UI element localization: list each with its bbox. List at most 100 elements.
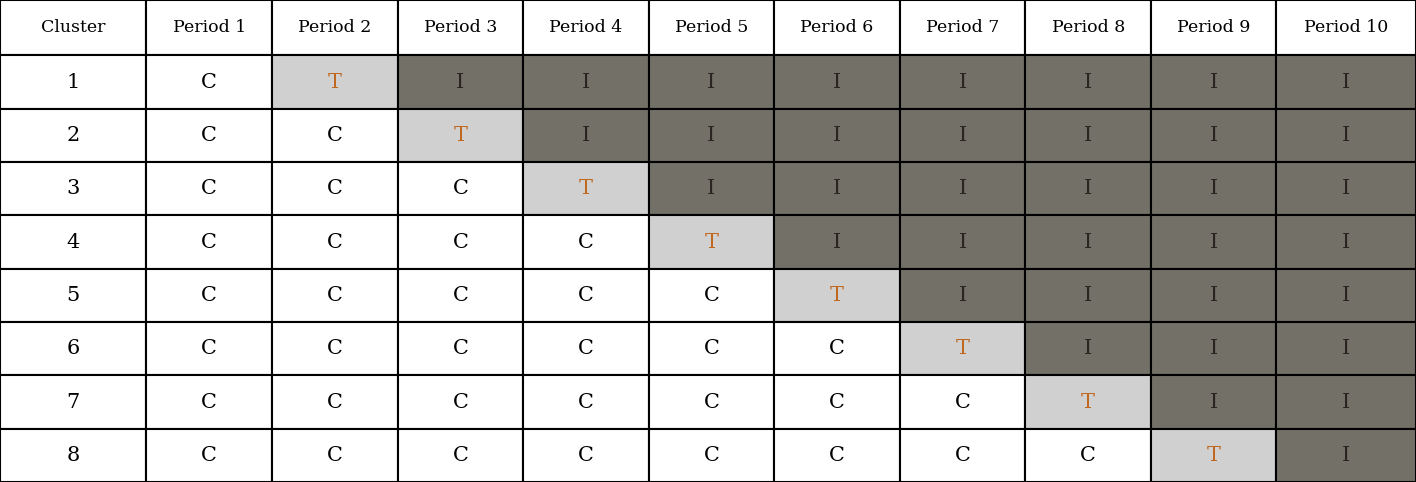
Text: I: I — [708, 73, 715, 92]
Bar — [1151, 109, 1276, 162]
Bar — [1276, 55, 1416, 109]
Bar — [272, 215, 398, 269]
Bar — [0, 0, 146, 55]
Text: Period 4: Period 4 — [549, 19, 623, 36]
Text: T: T — [579, 179, 593, 198]
Text: C: C — [201, 286, 217, 305]
Text: I: I — [582, 126, 590, 145]
Bar — [0, 109, 146, 162]
Bar — [523, 375, 649, 428]
Bar — [1025, 322, 1151, 375]
Bar — [0, 428, 146, 482]
Bar — [1151, 322, 1276, 375]
Bar — [272, 109, 398, 162]
Text: I: I — [1209, 339, 1218, 358]
Bar — [1025, 109, 1151, 162]
Text: I: I — [833, 179, 841, 198]
Bar — [0, 55, 146, 109]
Text: I: I — [708, 179, 715, 198]
Text: T: T — [329, 73, 341, 92]
Bar — [146, 0, 272, 55]
Text: I: I — [959, 179, 967, 198]
Bar — [523, 0, 649, 55]
Bar — [1276, 322, 1416, 375]
Bar — [649, 375, 775, 428]
Text: Period 3: Period 3 — [423, 19, 497, 36]
Text: C: C — [578, 339, 593, 358]
Text: C: C — [327, 339, 343, 358]
Text: C: C — [201, 126, 217, 145]
Bar — [1025, 269, 1151, 322]
Text: T: T — [1206, 446, 1221, 465]
Text: C: C — [954, 446, 970, 465]
Text: 1: 1 — [67, 73, 79, 92]
Text: Period 6: Period 6 — [800, 19, 874, 36]
Text: Period 1: Period 1 — [173, 19, 246, 36]
Bar — [523, 428, 649, 482]
Bar — [775, 375, 899, 428]
Bar — [398, 269, 523, 322]
Bar — [649, 0, 775, 55]
Text: C: C — [453, 446, 469, 465]
Bar — [0, 375, 146, 428]
Text: Period 2: Period 2 — [299, 19, 371, 36]
Text: I: I — [833, 126, 841, 145]
Bar — [0, 269, 146, 322]
Text: 5: 5 — [67, 286, 79, 305]
Bar — [146, 322, 272, 375]
Bar — [649, 109, 775, 162]
Bar — [272, 375, 398, 428]
Text: C: C — [578, 286, 593, 305]
Text: C: C — [578, 232, 593, 252]
Text: I: I — [1209, 73, 1218, 92]
Bar — [1025, 162, 1151, 215]
Bar — [899, 162, 1025, 215]
Text: C: C — [830, 392, 845, 412]
Bar — [1025, 215, 1151, 269]
Text: I: I — [456, 73, 464, 92]
Bar — [398, 375, 523, 428]
Text: I: I — [1085, 73, 1092, 92]
Text: I: I — [959, 232, 967, 252]
Bar — [649, 55, 775, 109]
Text: 2: 2 — [67, 126, 79, 145]
Bar — [398, 55, 523, 109]
Bar — [775, 109, 899, 162]
Text: C: C — [1080, 446, 1096, 465]
Text: I: I — [1342, 126, 1351, 145]
Bar — [1151, 269, 1276, 322]
Bar — [398, 215, 523, 269]
Bar — [523, 55, 649, 109]
Text: I: I — [1209, 232, 1218, 252]
Text: T: T — [830, 286, 844, 305]
Text: C: C — [704, 446, 719, 465]
Text: C: C — [327, 232, 343, 252]
Text: I: I — [1342, 179, 1351, 198]
Bar — [398, 0, 523, 55]
Text: 4: 4 — [67, 232, 79, 252]
Bar — [0, 215, 146, 269]
Bar — [523, 162, 649, 215]
Bar — [775, 269, 899, 322]
Text: I: I — [833, 73, 841, 92]
Text: I: I — [1342, 73, 1351, 92]
Text: C: C — [704, 392, 719, 412]
Bar — [775, 322, 899, 375]
Text: I: I — [1085, 232, 1092, 252]
Bar — [649, 269, 775, 322]
Text: C: C — [704, 339, 719, 358]
Bar — [146, 162, 272, 215]
Bar — [899, 215, 1025, 269]
Bar — [146, 109, 272, 162]
Text: T: T — [1082, 392, 1095, 412]
Bar — [1151, 0, 1276, 55]
Text: C: C — [201, 446, 217, 465]
Text: C: C — [704, 286, 719, 305]
Text: C: C — [327, 446, 343, 465]
Bar — [649, 162, 775, 215]
Text: C: C — [327, 179, 343, 198]
Text: C: C — [327, 126, 343, 145]
Text: C: C — [954, 392, 970, 412]
Bar — [649, 215, 775, 269]
Text: 6: 6 — [67, 339, 79, 358]
